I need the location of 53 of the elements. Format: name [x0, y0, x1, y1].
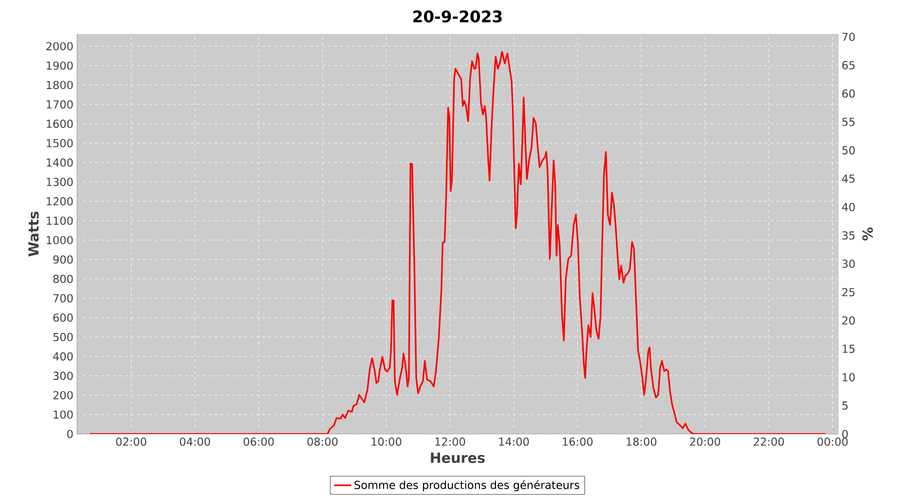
y2-tick-label: 40 [842, 202, 855, 212]
y-tick-label: 1800 [46, 80, 73, 90]
y2-tick-label: 0 [842, 430, 848, 438]
y-tick-label: 300 [53, 372, 73, 380]
x-tick-label: 08:00 [307, 438, 338, 446]
x-tick-label: 22:00 [754, 438, 784, 446]
y2-tick-label: 45 [842, 174, 855, 183]
x-tick-label: 14:00 [499, 438, 529, 446]
x-tick-label: 18:00 [626, 438, 656, 446]
x-tick-label: 02:00 [116, 438, 146, 446]
y-tick-label: 1300 [46, 178, 73, 186]
y2-tick-label: 30 [842, 260, 855, 268]
y-tick-label: 1500 [46, 139, 73, 148]
x-tick-label: 06:00 [244, 438, 274, 446]
y2-axis-title: % [862, 227, 873, 241]
x-axis-title: Heures [430, 452, 485, 464]
y2-tick-label: 15 [842, 344, 855, 353]
chart-title: 20-9-2023 [413, 10, 502, 22]
x-tick-label: 12:00 [435, 438, 466, 446]
y2-tick-label: 55 [842, 118, 855, 126]
y-tick-label: 1600 [46, 120, 73, 128]
x-tick-label: 10:00 [372, 438, 402, 446]
y-axis-title: Watts [28, 212, 39, 257]
y-tick-label: 0 [67, 430, 73, 438]
y-tick-label: 400 [53, 352, 73, 361]
y2-tick-label: 70 [842, 32, 855, 41]
y-tick-label: 500 [53, 332, 73, 342]
y2-tick-label: 65 [842, 61, 855, 70]
y2-tick-label: 5 [842, 402, 848, 410]
y-tick-label: 1200 [46, 197, 73, 206]
y-tick-label: 600 [53, 314, 73, 322]
y-tick-label: 1000 [46, 236, 73, 244]
y-tick-label: 1400 [46, 158, 73, 167]
y-tick-label: 1100 [46, 216, 73, 225]
x-tick-label: 04:00 [180, 438, 210, 446]
x-tick-label: 00:00 [818, 438, 848, 446]
y2-tick-label: 25 [842, 288, 855, 296]
y2-tick-label: 50 [842, 146, 855, 154]
y-tick-label: 100 [54, 410, 73, 419]
y2-tick-label: 35 [842, 231, 855, 240]
y-tick-label: 200 [53, 391, 73, 400]
y-tick-label: 800 [53, 274, 73, 284]
y-tick-label: 1700 [46, 100, 73, 109]
x-tick-label: 16:00 [562, 438, 593, 446]
y-tick-label: 900 [53, 255, 73, 264]
y-tick-label: 1900 [46, 61, 73, 70]
y2-tick-label: 10 [842, 373, 855, 382]
y-tick-label: 2000 [46, 42, 73, 50]
legend-label: Somme des productions des générateurs [354, 480, 580, 492]
y2-tick-label: 60 [842, 89, 855, 98]
x-tick-label: 20:00 [690, 438, 720, 446]
y2-tick-label: 20 [842, 316, 855, 325]
y-tick-label: 700 [53, 294, 73, 302]
